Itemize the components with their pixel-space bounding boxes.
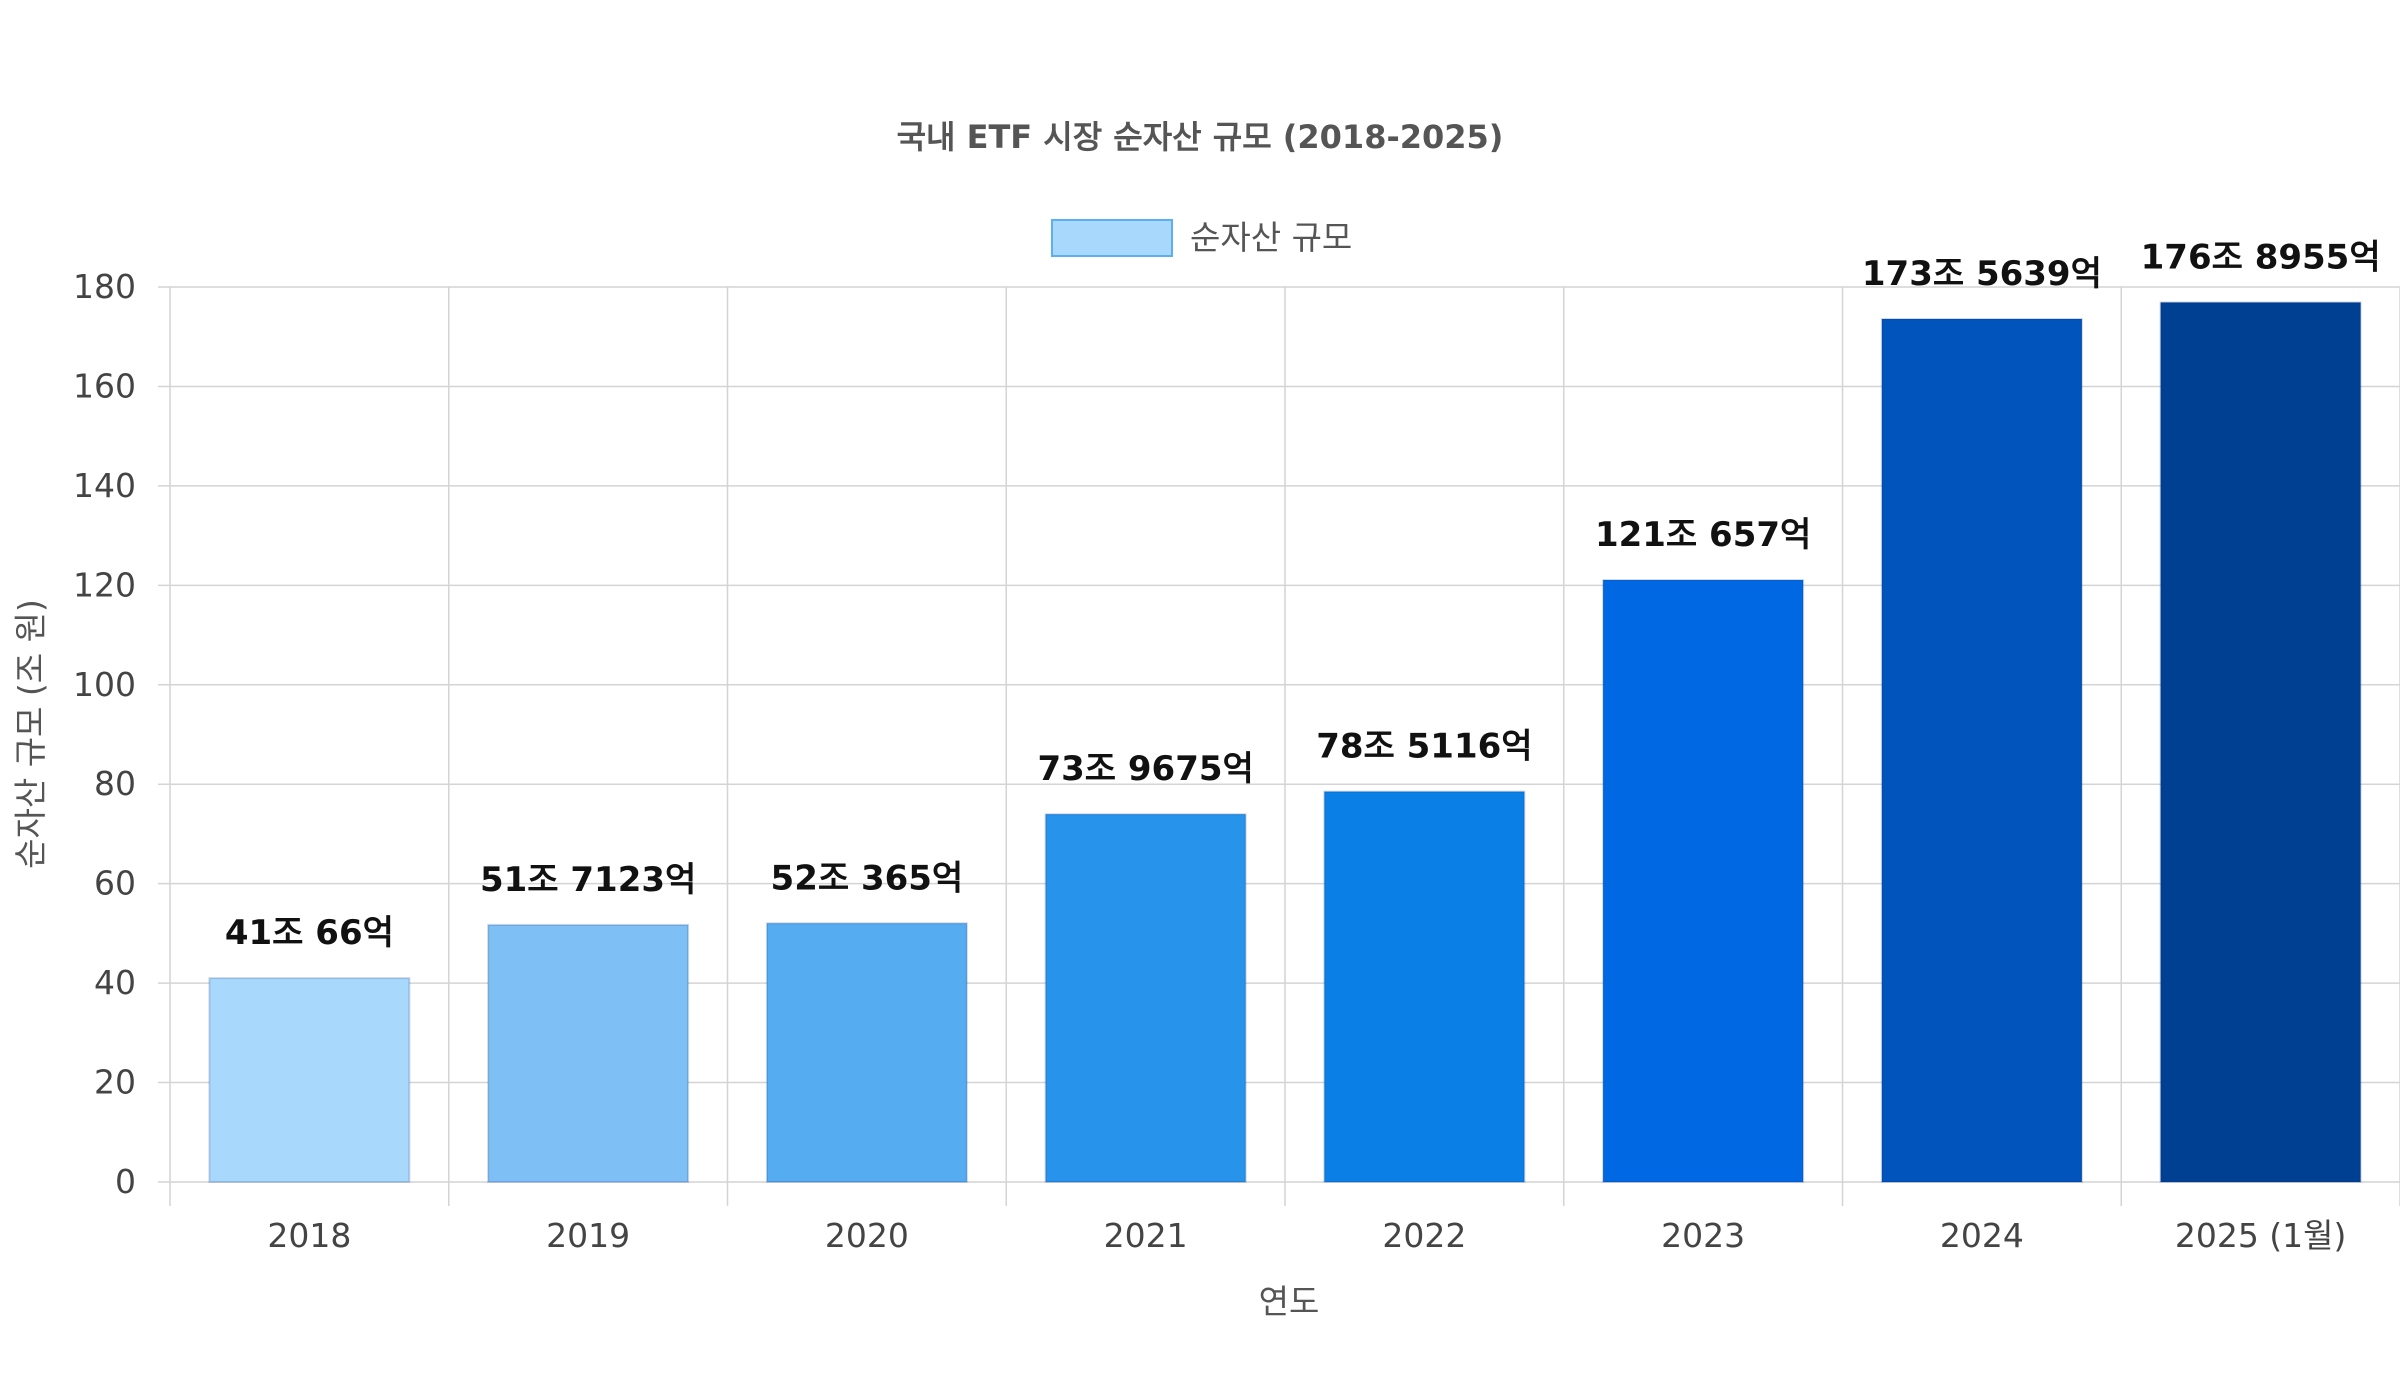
x-tick-label-2022: 2022 xyxy=(1382,1216,1466,1255)
x-tick-label-2024: 2024 xyxy=(1940,1216,2024,1255)
data-label-2019: 51조 7123억 xyxy=(480,860,696,900)
bar-2020[interactable] xyxy=(765,922,968,1183)
y-tick-label-60: 60 xyxy=(94,864,136,903)
data-label-2023: 121조 657억 xyxy=(1595,515,1811,555)
y-tick-label-180: 180 xyxy=(73,267,136,306)
y-axis-title: 순자산 규모 (조 원) xyxy=(11,599,50,869)
grid xyxy=(158,286,2400,1206)
bar-2022[interactable] xyxy=(1323,790,1526,1183)
x-tick-label-2023: 2023 xyxy=(1661,1216,1745,1255)
legend-label: 순자산 규모 xyxy=(1190,218,1352,257)
x-tick-label-2019: 2019 xyxy=(546,1216,630,1255)
x-axis-ticks: 2018 2019 2020 2021 2022 2023 2024 2025 (1월) xyxy=(267,1216,2346,1255)
bar-2023[interactable] xyxy=(1602,579,1805,1183)
bar-2018[interactable] xyxy=(208,977,411,1183)
data-label-2021: 73조 9675억 xyxy=(1037,749,1253,789)
bars xyxy=(208,301,2362,1183)
y-tick-label-100: 100 xyxy=(73,665,136,704)
data-label-2020: 52조 365억 xyxy=(771,858,964,898)
data-label-2024: 173조 5639억 xyxy=(1862,254,2102,294)
bar-2024[interactable] xyxy=(1880,318,2083,1183)
x-axis-title: 연도 xyxy=(1259,1282,1320,1321)
legend-swatch xyxy=(1051,219,1173,257)
y-tick-label-120: 120 xyxy=(73,565,136,604)
y-tick-label-20: 20 xyxy=(94,1063,136,1102)
y-axis-ticks: 0 20 40 60 80 100 120 140 160 180 xyxy=(73,267,136,1201)
bar-2021[interactable] xyxy=(1044,813,1247,1183)
x-tick-label-2025 (1월): 2025 (1월) xyxy=(2175,1216,2347,1255)
y-tick-label-160: 160 xyxy=(73,366,136,405)
data-labels: 41조 66억 51조 7123억 52조 365억 73조 9675억 78조 511… xyxy=(225,237,2381,953)
data-label-2018: 41조 66억 xyxy=(225,913,394,953)
bar-2025 (1월)[interactable] xyxy=(2159,301,2362,1183)
y-tick-label-40: 40 xyxy=(94,963,136,1002)
legend[interactable]: 순자산 규모 xyxy=(1051,218,1352,257)
y-tick-label-80: 80 xyxy=(94,764,136,803)
x-tick-label-2018: 2018 xyxy=(267,1216,351,1255)
y-tick-label-140: 140 xyxy=(73,466,136,505)
x-tick-label-2020: 2020 xyxy=(825,1216,909,1255)
chart-title: 국내 ETF 시장 순자산 규모 (2018-2025) xyxy=(897,118,1504,156)
data-label-2025 (1월): 176조 8955억 xyxy=(2141,237,2381,277)
x-tick-label-2021: 2021 xyxy=(1104,1216,1188,1255)
y-tick-label-0: 0 xyxy=(115,1162,136,1201)
data-label-2022: 78조 5116억 xyxy=(1316,727,1532,767)
bar-2019[interactable] xyxy=(487,923,690,1183)
